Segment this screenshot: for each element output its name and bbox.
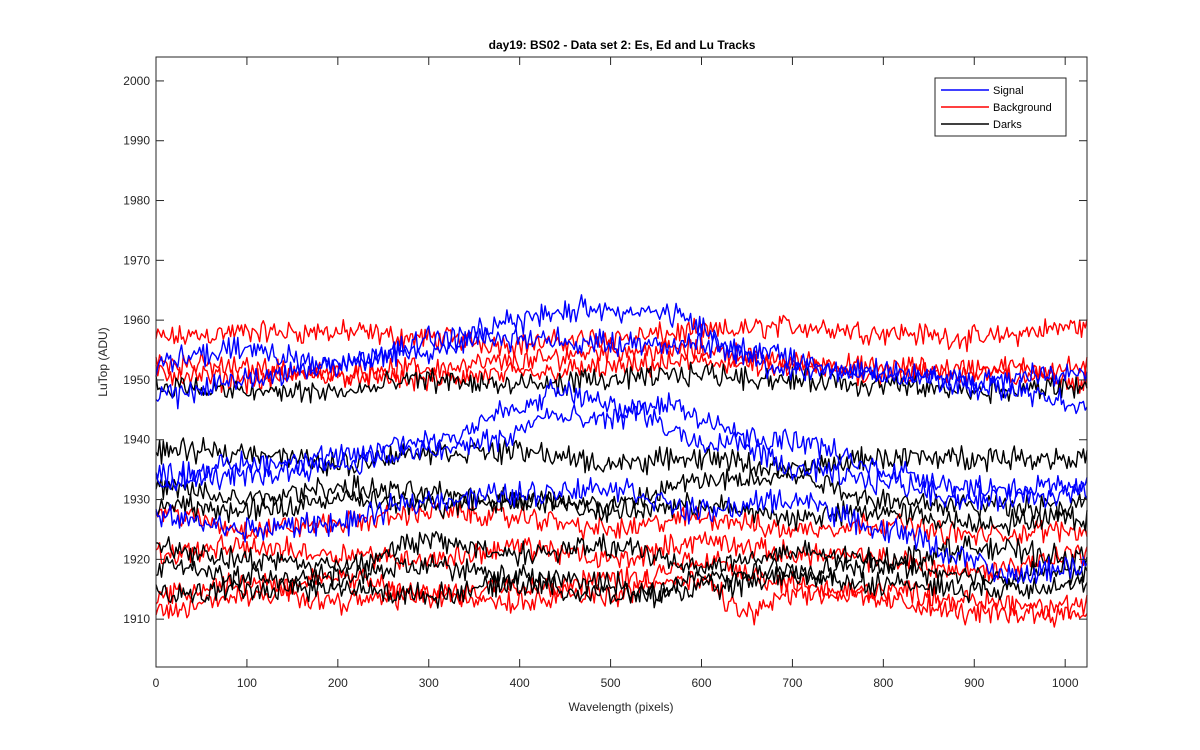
series-line-signal-2	[155, 325, 1088, 395]
series-line-darks-7	[155, 566, 1088, 609]
legend-label-background: Background	[993, 102, 1052, 114]
x-tick-label: 500	[601, 676, 621, 690]
y-tick-label: 1910	[123, 612, 150, 626]
legend: Signal Background Darks	[934, 77, 1067, 137]
series-line-background-5	[155, 531, 1088, 582]
y-tick-label: 2000	[123, 74, 150, 88]
x-tick-label: 900	[964, 676, 984, 690]
x-tick-label: 300	[419, 676, 439, 690]
y-tick-label: 1950	[123, 373, 150, 387]
y-tick-label: 1970	[123, 253, 150, 267]
series-line-darks-5	[155, 530, 1088, 579]
series-line-darks-4	[155, 489, 1088, 537]
x-tick-label: 100	[237, 676, 257, 690]
x-tick-label: 800	[873, 676, 893, 690]
plot-frame	[155, 56, 1088, 668]
tick-layer: 0 100 200 300 400 500 600 700 800 900 1000 1910 1920…	[123, 57, 1087, 690]
y-tick-label: 1990	[123, 134, 150, 148]
y-tick-label: 1960	[123, 313, 150, 327]
x-tick-label: 700	[782, 676, 802, 690]
x-tick-label: 400	[510, 676, 530, 690]
series-layer	[155, 294, 1088, 628]
x-tick-label: 200	[328, 676, 348, 690]
series-line-darks-3	[155, 468, 1088, 520]
y-tick-label: 1930	[123, 493, 150, 507]
series-line-darks-1	[155, 361, 1088, 405]
y-tick-label: 1920	[123, 552, 150, 566]
series-line-signal-5	[155, 477, 1088, 584]
x-axis-label: Wavelength (pixels)	[569, 700, 674, 714]
x-tick-label: 1000	[1052, 676, 1079, 690]
y-tick-label: 1980	[123, 194, 150, 208]
series-line-background-4	[155, 499, 1088, 546]
y-tick-label: 1940	[123, 433, 150, 447]
legend-label-darks: Darks	[993, 119, 1022, 131]
legend-label-signal: Signal	[993, 85, 1024, 97]
x-tick-label: 0	[153, 676, 160, 690]
chart-title: day19: BS02 - Data set 2: Es, Ed and Lu …	[489, 38, 756, 52]
x-tick-label: 600	[691, 676, 711, 690]
series-line-background-1	[155, 314, 1088, 358]
series-line-background-7	[155, 550, 1088, 628]
series-line-signal-4	[155, 392, 1088, 512]
series-line-background-6	[155, 566, 1088, 626]
y-axis-label: LuTop (ADU)	[96, 327, 110, 396]
